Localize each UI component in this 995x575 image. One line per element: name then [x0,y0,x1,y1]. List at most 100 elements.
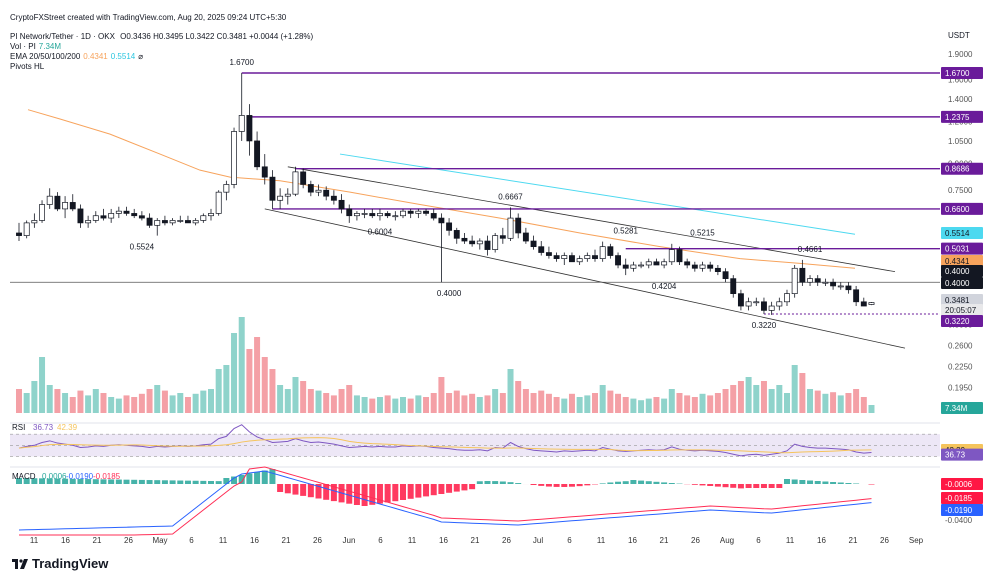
volume-bar [69,397,76,413]
candle-body [115,210,122,214]
volume-bar [453,390,460,413]
macd-hist-bar [400,484,406,500]
volume-bar [615,393,622,413]
macd-hist-bar [830,482,837,484]
candle-body [330,195,337,201]
volume-bar [277,385,284,413]
macd-hist-bar [807,480,814,484]
macd-hist-bar [215,481,222,484]
volume-bar [507,369,514,413]
volume-bars [16,317,875,413]
volume-bar [292,377,299,413]
volume-bar [77,390,84,413]
volume-bar [661,398,668,413]
tradingview-logo[interactable]: TradingView [12,556,108,571]
pivot-price-tag [941,110,983,123]
macd-histogram [16,469,875,506]
macd-hist-bar [407,484,414,499]
macd-hist-bar [77,478,84,484]
candle-body [131,213,138,217]
macd-hist-bar [254,472,261,484]
macd-hist-bar [507,482,514,484]
candle-body [377,213,383,217]
candle-body [369,213,376,217]
volume-bar [799,373,806,413]
ema-orange-price: 0.4341 [945,257,970,266]
candle-body [39,204,45,221]
candle-body [438,217,445,224]
pivot-price-tag [941,67,983,79]
candle-body [592,255,598,259]
support-price-2: 0.4000 [945,279,970,288]
volume-bar [330,395,337,413]
last-price-tag [941,294,983,306]
candle-body [100,215,107,219]
volume-bar [169,395,176,413]
macd-hist-bar [346,484,353,504]
candle-body [499,235,506,239]
volume-bar [853,389,860,413]
candle-body [569,255,575,263]
volume-bar [807,389,814,413]
macd-hist-bar [438,484,445,494]
candle-body [446,222,453,231]
time-tick-label: 16 [250,536,259,545]
candle-body [269,176,276,201]
volume-bar [492,389,499,413]
volume-bar [568,393,575,413]
pivot-annotation: 1.6700 [229,58,254,67]
macd-hist-bar [737,484,744,489]
volume-bar [561,398,568,413]
rsi-price-tag [941,448,983,461]
macd-hist-bar [530,484,537,486]
macd-hist-bar [54,478,61,484]
volume-bar [837,395,844,413]
candle-body [622,264,629,269]
candle-body [361,213,368,215]
volume-bar [638,400,645,413]
macd-hist-bar [277,484,284,492]
candle-body [307,184,314,193]
time-tick-label: 16 [439,536,448,545]
symbol-name: PI Network/Tether · 1D · OKX [10,32,115,41]
macd-hist-bar [814,481,821,484]
time-tick-label: 11 [30,536,39,545]
time-tick-label: Sep [909,536,924,545]
pivot-annotation: 0.6667 [498,192,523,201]
tradingview-logo-icon [12,559,28,569]
drawings: 1.6700 1.2375 0.8686 0.6600 0.5031 [10,67,983,349]
volume-bar [691,397,698,413]
candle-body [469,240,476,245]
time-tick-label: 11 [219,536,228,545]
candle-body [353,213,360,217]
candle-body [791,267,798,295]
macd-hist-bar [714,484,721,487]
candle-body [707,264,714,269]
candle-body [507,217,514,239]
volume-bar [530,393,537,413]
candle-body [630,264,637,269]
macd-hist-bar [722,484,729,488]
candle-body [837,285,844,288]
macd-hist-price-tag [941,478,983,490]
volume-bar [868,405,875,413]
volume-bar [338,389,345,413]
macd-price-tag [941,504,983,516]
candle-body [599,246,606,259]
macd-hist-bar [599,483,606,484]
volume-bar [192,393,199,413]
volume-bar [85,395,92,413]
time-axis: 11 16 21 26 May 6 11 16 21 26 Jun 6 11 16 21 26 Jul 6 11 16… [30,536,924,545]
candle-body [484,240,491,250]
macd-hist-bar [323,484,330,500]
volume-bar [154,385,161,413]
rsi-label: RSI [12,423,25,432]
candle-body [561,255,568,259]
pivot-price-label: 1.6700 [945,69,970,78]
candle-body [315,189,322,193]
volume-bar [476,397,483,413]
volume-bar [814,390,821,413]
pivot-annotation: 0.5215 [690,228,715,237]
macd-hist-bar [515,483,522,484]
